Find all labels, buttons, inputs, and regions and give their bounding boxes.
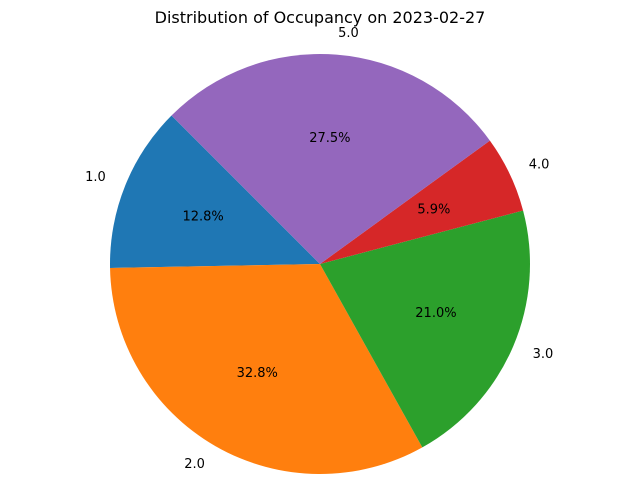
slice-percent-label: 12.8% [182,209,223,224]
pie-slice-5-0 [171,54,490,264]
pie-slice-2-0 [110,264,423,475]
chart-title: Distribution of Occupancy on 2023-02-27 [155,8,486,27]
slice-category-label: 5.0 [338,26,359,41]
pie-slices [110,54,531,475]
pie-slice-4-0 [320,140,524,264]
pie-slice-3-0 [320,210,531,448]
slice-percent-label: 32.8% [237,366,278,381]
slice-category-label: 4.0 [529,157,550,172]
slice-percent-label: 27.5% [309,131,350,146]
slice-category-label: 2.0 [184,457,205,472]
pie-slice-1-0 [110,115,321,268]
pie-labels: 1.0 12.8% 2.0 32.8% 3.0 21.0% 4.0 5.9% 5.0 27.5% [85,26,553,472]
slice-percent-label: 5.9% [417,202,450,217]
slice-percent-label: 21.0% [415,306,456,321]
slice-category-label: 1.0 [85,170,106,185]
slice-category-label: 3.0 [533,347,554,362]
